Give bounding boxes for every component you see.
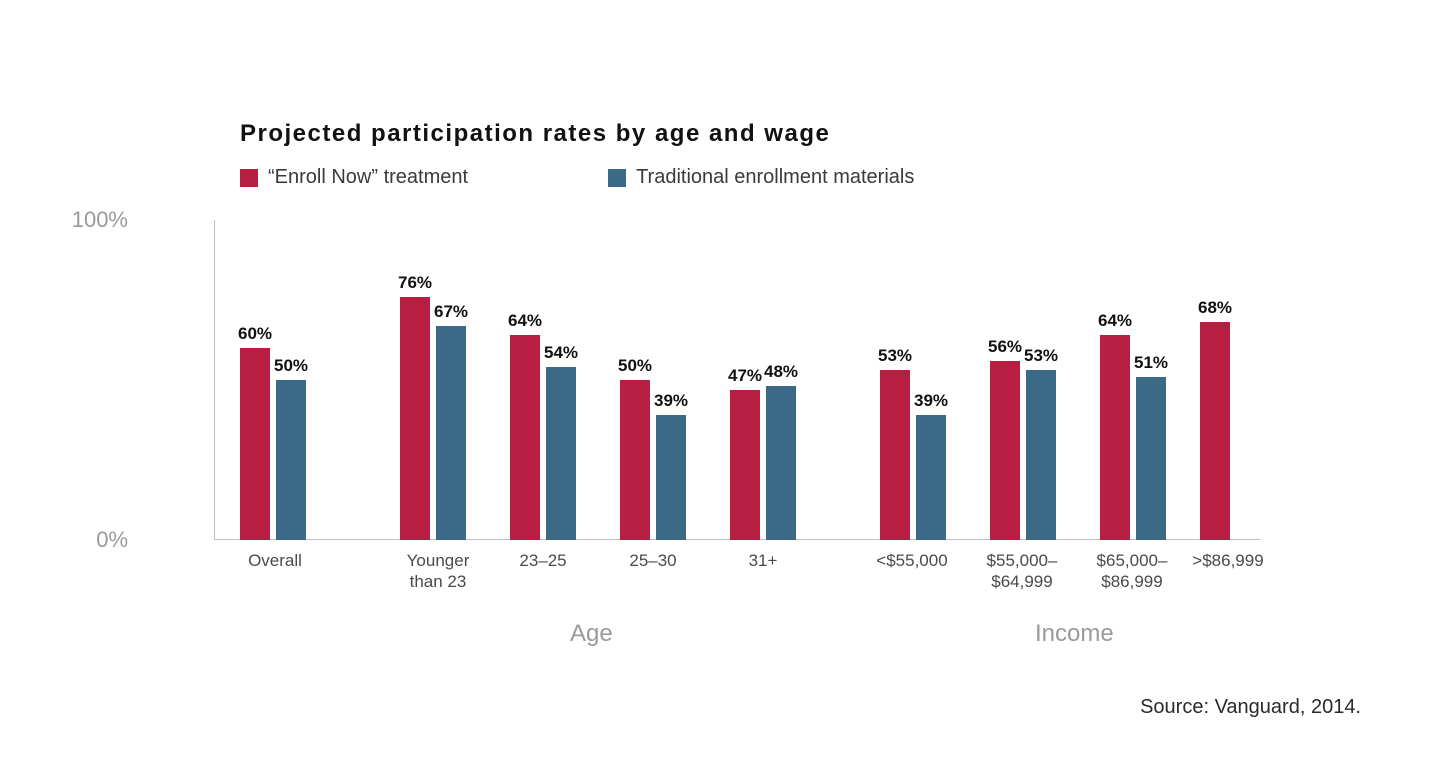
category-label: Youngerthan 23 (388, 540, 488, 593)
bar-value-label: 50% (274, 356, 308, 380)
bar-value-label: 64% (508, 311, 542, 335)
bar-traditional: 67% (436, 326, 466, 540)
bar-value-label: 64% (1098, 311, 1132, 335)
bar-group: 56%53% (990, 361, 1056, 540)
category-label: Overall (230, 540, 320, 571)
bar-enroll_now: 56% (990, 361, 1020, 540)
bar-value-label: 53% (878, 346, 912, 370)
y-axis-line (214, 220, 215, 540)
category-label: 25–30 (608, 540, 698, 571)
category-label: $55,000–$64,999 (972, 540, 1072, 593)
bar-group: 68% (1200, 322, 1230, 540)
bar-traditional: 53% (1026, 370, 1056, 540)
bar-traditional: 51% (1136, 377, 1166, 540)
bar-enroll_now: 64% (510, 335, 540, 540)
section-label-age: Age (570, 620, 613, 648)
y-tick-100: 100% (72, 207, 140, 233)
bar-group: 64%51% (1100, 335, 1166, 540)
bar-value-label: 39% (654, 391, 688, 415)
bar-value-label: 47% (728, 366, 762, 390)
category-label: >$86,999 (1178, 540, 1278, 571)
bar-enroll_now: 76% (400, 297, 430, 540)
bar-value-label: 50% (618, 356, 652, 380)
bar-value-label: 76% (398, 273, 432, 297)
bar-group: 76%67% (400, 297, 466, 540)
bar-value-label: 68% (1198, 298, 1232, 322)
category-label: 31+ (718, 540, 808, 571)
bar-group: 60%50% (240, 348, 306, 540)
source-text: Source: Vanguard, 2014. (1140, 696, 1361, 719)
bar-traditional: 50% (276, 380, 306, 540)
legend-label-traditional: Traditional enrollment materials (636, 166, 914, 189)
plot-area: 100% 0% 60%50%Overall76%67%Youngerthan 2… (140, 220, 1260, 540)
bar-value-label: 51% (1134, 353, 1168, 377)
bar-enroll_now: 64% (1100, 335, 1130, 540)
chart-container: Projected participation rates by age and… (240, 120, 1280, 217)
bar-value-label: 53% (1024, 346, 1058, 370)
bar-traditional: 39% (656, 415, 686, 540)
category-label: 23–25 (498, 540, 588, 571)
legend-swatch-enroll-now (240, 169, 258, 187)
legend-item-traditional: Traditional enrollment materials (608, 166, 914, 189)
bar-value-label: 67% (434, 302, 468, 326)
bar-value-label: 54% (544, 343, 578, 367)
bar-value-label: 48% (764, 362, 798, 386)
bar-enroll_now: 60% (240, 348, 270, 540)
chart-title: Projected participation rates by age and… (240, 120, 1280, 148)
legend: “Enroll Now” treatment Traditional enrol… (240, 166, 1280, 189)
category-label: $65,000–$86,999 (1082, 540, 1182, 593)
legend-item-enroll-now: “Enroll Now” treatment (240, 166, 468, 189)
bar-group: 50%39% (620, 380, 686, 540)
bar-group: 64%54% (510, 335, 576, 540)
bar-value-label: 60% (238, 324, 272, 348)
category-label: <$55,000 (862, 540, 962, 571)
bar-enroll_now: 50% (620, 380, 650, 540)
legend-label-enroll-now: “Enroll Now” treatment (268, 166, 468, 189)
bar-enroll_now: 53% (880, 370, 910, 540)
bar-enroll_now: 68% (1200, 322, 1230, 540)
y-tick-0: 0% (96, 527, 140, 553)
bar-traditional: 39% (916, 415, 946, 540)
bar-group: 53%39% (880, 370, 946, 540)
bar-group: 47%48% (730, 386, 796, 540)
bar-traditional: 48% (766, 386, 796, 540)
legend-swatch-traditional (608, 169, 626, 187)
bar-traditional: 54% (546, 367, 576, 540)
section-label-income: Income (1035, 620, 1114, 648)
bar-value-label: 56% (988, 337, 1022, 361)
bar-enroll_now: 47% (730, 390, 760, 540)
bar-value-label: 39% (914, 391, 948, 415)
